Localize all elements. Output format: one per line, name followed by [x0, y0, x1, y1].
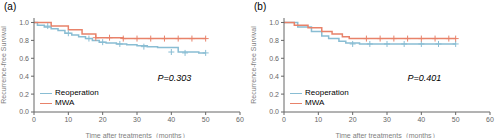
- svg-text:60: 60: [236, 116, 244, 123]
- svg-text:0.8: 0.8: [19, 37, 29, 44]
- html-text:(a): (a): [4, 1, 17, 12]
- svg-text:1.0: 1.0: [269, 19, 279, 26]
- svg-text:0: 0: [32, 116, 36, 123]
- svg-text:50: 50: [452, 116, 460, 123]
- svg-text:50: 50: [202, 116, 210, 123]
- svg-text:0.0: 0.0: [19, 108, 29, 115]
- svg-text:10: 10: [314, 116, 322, 123]
- svg-text:0.2: 0.2: [19, 91, 29, 98]
- svg-text:30: 30: [133, 116, 141, 123]
- html-text:Reoperation: Reoperation: [55, 88, 99, 97]
- svg-text:0.6: 0.6: [19, 55, 29, 62]
- html-text:Reoperation: Reoperation: [305, 88, 349, 97]
- svg-text:20: 20: [99, 116, 107, 123]
- html-text:P=0.303: P=0.303: [157, 72, 192, 83]
- svg-text:0.4: 0.4: [269, 73, 279, 80]
- svg-text:Recurrence-free Survival: Recurrence-free Survival: [250, 26, 257, 104]
- svg-text:20: 20: [349, 116, 357, 123]
- svg-text:0.4: 0.4: [19, 73, 29, 80]
- html-text:(b): (b): [254, 1, 267, 12]
- svg-text:40: 40: [167, 116, 175, 123]
- svg-text:0.0: 0.0: [269, 108, 279, 115]
- svg-text:0.8: 0.8: [269, 37, 279, 44]
- svg-text:40: 40: [417, 116, 425, 123]
- html-text:MWA: MWA: [305, 98, 325, 107]
- svg-text:0.2: 0.2: [269, 91, 279, 98]
- svg-text:10: 10: [64, 116, 72, 123]
- html-text:MWA: MWA: [55, 98, 75, 107]
- svg-text:0: 0: [282, 116, 286, 123]
- svg-text:30: 30: [383, 116, 391, 123]
- svg-text:Time after treatments（months）: Time after treatments（months）: [85, 132, 188, 138]
- svg-text:Time after treatments（months）: Time after treatments（months）: [335, 132, 438, 138]
- svg-text:0.6: 0.6: [269, 55, 279, 62]
- svg-text:1.0: 1.0: [19, 19, 29, 26]
- svg-text:60: 60: [486, 116, 492, 123]
- html-text:P=0.401: P=0.401: [407, 72, 442, 83]
